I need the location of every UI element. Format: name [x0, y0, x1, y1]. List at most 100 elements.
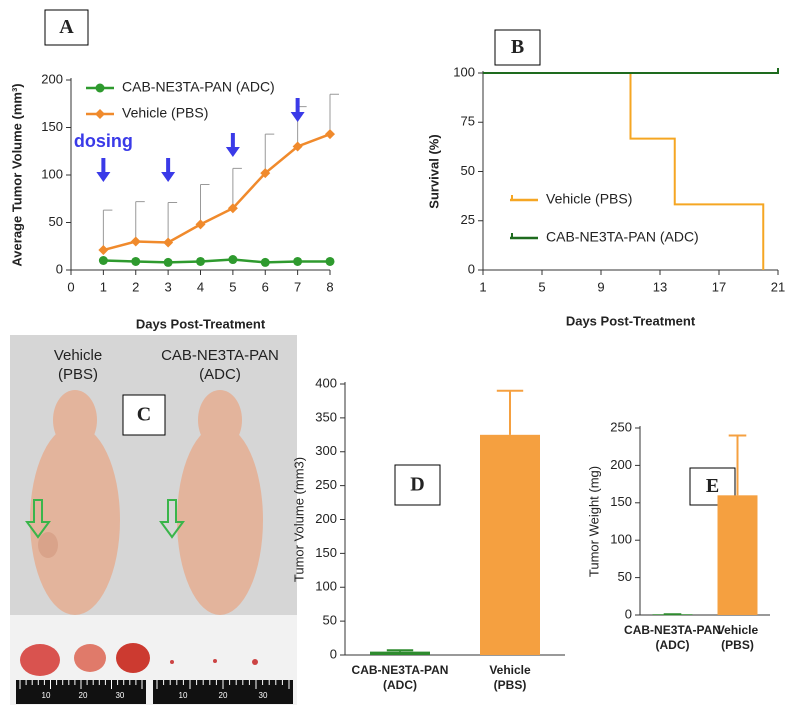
photo-panel	[10, 335, 297, 705]
y-tick-label: 0	[56, 261, 63, 276]
y-tick-label: 250	[315, 477, 337, 492]
series-line	[103, 258, 330, 264]
y-tick-label: 100	[315, 579, 337, 594]
x-tick-label: 1	[100, 279, 107, 294]
x-tick-label: 21	[771, 279, 785, 294]
tumor	[38, 532, 58, 558]
marker	[292, 141, 303, 152]
y-tick-label: 300	[315, 443, 337, 458]
error-bar	[135, 201, 145, 242]
marker	[195, 219, 206, 230]
y-tick-label: 200	[315, 511, 337, 526]
x-axis-label: Days Post-Treatment	[136, 316, 266, 331]
photo-label: Vehicle	[54, 347, 102, 364]
y-tick-label: 200	[41, 71, 63, 86]
tumor	[170, 660, 174, 664]
error-bar	[102, 209, 113, 251]
y-tick-label: 150	[610, 494, 632, 509]
marker	[196, 256, 205, 266]
marker	[260, 168, 271, 179]
x-tick-label: (PBS)	[494, 678, 527, 692]
marker	[98, 245, 109, 256]
tumor	[252, 659, 258, 665]
x-tick-label: 5	[538, 279, 545, 294]
x-tick-label: 6	[262, 279, 269, 294]
panel-label: B	[511, 36, 524, 58]
y-tick-label: 350	[315, 409, 337, 424]
arrow	[25, 499, 51, 539]
legend-label: Vehicle (PBS)	[546, 191, 632, 207]
marker	[95, 83, 105, 93]
bar	[717, 495, 758, 615]
error-bar	[496, 389, 524, 435]
x-tick-label: (ADC)	[656, 638, 690, 652]
panel-label-box	[394, 464, 441, 506]
x-tick-label: 1	[479, 279, 486, 294]
marker	[228, 255, 238, 265]
photo-label: CAB-NE3TA-PAN	[161, 347, 279, 364]
panel-label-box	[494, 29, 541, 66]
y-tick-label: 250	[610, 419, 632, 434]
x-tick-label: Vehicle	[489, 663, 531, 677]
y-tick-label: 100	[453, 64, 475, 79]
y-tick-label: 400	[315, 375, 337, 390]
x-axis-label: Days Post-Treatment	[566, 313, 696, 328]
panel-label: C	[137, 404, 151, 426]
y-tick-label: 150	[315, 545, 337, 560]
marker	[293, 256, 303, 266]
y-tick-label: 0	[330, 646, 337, 661]
x-tick-label: CAB-NE3TA-PAN	[624, 623, 721, 637]
error-bar	[264, 133, 275, 174]
y-tick-label: 100	[41, 166, 63, 181]
bar	[480, 434, 540, 655]
mouse-head	[53, 390, 97, 450]
marker	[325, 129, 335, 140]
x-tick-label: 2	[132, 279, 139, 294]
dosing-arrow	[225, 133, 240, 157]
arrow	[159, 499, 185, 539]
ruler-label: 30	[259, 691, 268, 700]
bar	[652, 614, 693, 615]
panel-label-box	[122, 394, 166, 436]
mouse-head	[198, 390, 242, 450]
marker	[163, 257, 173, 267]
dosing-arrow	[290, 98, 305, 122]
x-tick-label: 3	[165, 279, 172, 294]
photo-label: (ADC)	[199, 366, 241, 383]
y-tick-label: 0	[468, 261, 475, 276]
mouse	[177, 425, 263, 615]
x-tick-label: Vehicle	[717, 623, 759, 637]
x-tick-label: 4	[197, 279, 204, 294]
marker	[260, 257, 270, 267]
x-tick-label: 5	[229, 279, 236, 294]
photo-label: (PBS)	[58, 366, 98, 383]
x-tick-label: 7	[294, 279, 301, 294]
ruler-label: 20	[79, 691, 88, 700]
marker	[98, 256, 108, 265]
y-axis-label: Survival (%)	[426, 134, 441, 208]
y-tick-label: 150	[41, 119, 63, 134]
y-axis-label: Tumor Volume (mm3)	[291, 457, 306, 582]
y-tick-label: 50	[461, 163, 475, 178]
y-tick-label: 100	[610, 532, 632, 547]
y-tick-label: 25	[461, 212, 475, 227]
marker	[131, 256, 141, 266]
x-tick-label: 13	[653, 279, 667, 294]
error-bar	[386, 649, 414, 652]
y-tick-label: 75	[461, 114, 475, 129]
panel-label: A	[59, 16, 74, 38]
error-bar	[167, 202, 178, 243]
ruler-label: 20	[219, 691, 228, 700]
series-line	[103, 132, 331, 252]
marker	[95, 109, 105, 119]
x-tick-label: 8	[326, 279, 333, 294]
tumor	[116, 643, 150, 673]
marker	[130, 236, 141, 247]
x-tick-label: CAB-NE3TA-PAN	[352, 663, 449, 677]
x-tick-label: 0	[67, 279, 74, 294]
y-axis-label: Average Tumor Volume (mm³)	[9, 83, 24, 266]
marker	[163, 237, 174, 248]
legend-label: Vehicle (PBS)	[122, 105, 208, 121]
marker	[227, 203, 238, 214]
